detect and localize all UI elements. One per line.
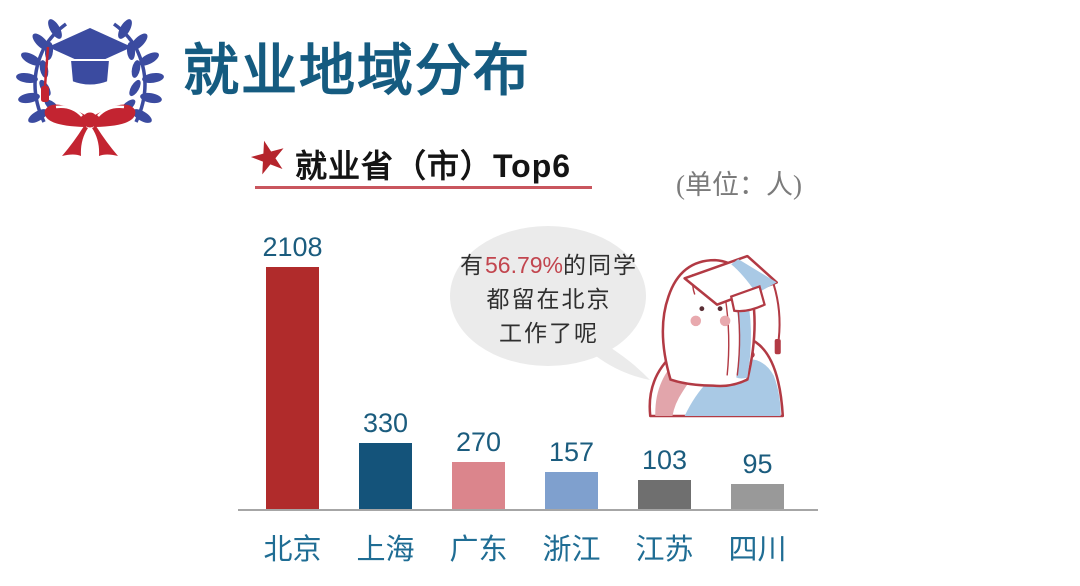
bar-value-label: 330 bbox=[362, 408, 409, 438]
annotation-line-1: 有56.79%的同学 bbox=[459, 252, 638, 278]
category-label: 北京 bbox=[263, 534, 322, 566]
annotation-line-2: 都留在北京 bbox=[486, 286, 612, 312]
bar bbox=[731, 484, 784, 509]
unit-label: (单位：人) bbox=[676, 170, 802, 200]
annotation-line-3: 工作了呢 bbox=[499, 320, 599, 346]
bar bbox=[545, 472, 598, 509]
bar bbox=[266, 267, 319, 509]
bar-group: 330 上海 bbox=[356, 408, 414, 567]
bar-value-label: 103 bbox=[641, 445, 688, 475]
bar-group: 2108 北京 bbox=[262, 234, 322, 567]
bar-group: 270 广东 bbox=[449, 427, 507, 567]
category-label: 上海 bbox=[356, 534, 415, 566]
bar-value-label: 157 bbox=[548, 437, 595, 467]
bar-value-label: 95 bbox=[742, 449, 773, 479]
category-label: 浙江 bbox=[542, 534, 601, 566]
bar-group: 95 四川 bbox=[728, 449, 786, 567]
bar-value-label: 270 bbox=[455, 427, 502, 457]
bar bbox=[638, 480, 691, 509]
laurel-graduation-logo-icon bbox=[14, 6, 167, 164]
highlight-percentage: 56.79% bbox=[484, 252, 563, 278]
x-axis-line bbox=[238, 509, 818, 511]
bar bbox=[359, 443, 412, 509]
speech-bubble: 有56.79%的同学 都留在北京 工作了呢 bbox=[448, 224, 658, 382]
category-label: 广东 bbox=[449, 534, 508, 566]
bar-value-label: 2108 bbox=[262, 232, 323, 262]
graduate-girl-illustration bbox=[634, 248, 796, 420]
title-underline bbox=[255, 186, 592, 189]
category-label: 四川 bbox=[728, 534, 787, 566]
bar-group: 103 江苏 bbox=[635, 445, 693, 567]
bar bbox=[452, 462, 505, 509]
chart-title: 就业省（市）Top6 bbox=[295, 148, 572, 184]
page-title: 就业地域分布 bbox=[183, 39, 531, 102]
speech-bubble-shape bbox=[450, 226, 650, 380]
annotation-text: 有56.79%的同学 都留在北京 工作了呢 bbox=[448, 248, 650, 350]
bar-group: 157 浙江 bbox=[542, 437, 600, 567]
category-label: 江苏 bbox=[635, 534, 694, 566]
